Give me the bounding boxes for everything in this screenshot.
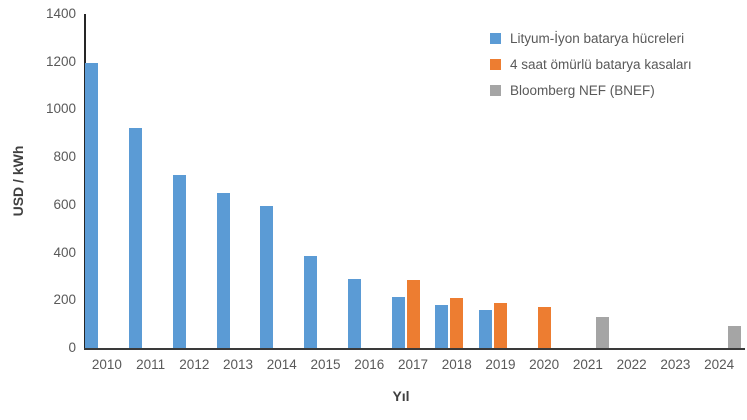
x-tick-label: 2022 — [616, 357, 647, 372]
x-axis-line — [84, 348, 745, 350]
x-tick-label: 2014 — [266, 357, 297, 372]
y-tick-label: 400 — [53, 244, 76, 260]
legend-item: 4 saat ömürlü batarya kasaları — [490, 56, 692, 72]
legend-label: 4 saat ömürlü batarya kasaları — [510, 56, 692, 72]
legend: Lityum-İyon batarya hücreleri 4 saat ömü… — [490, 30, 692, 98]
y-tick-label: 800 — [53, 149, 76, 165]
x-tick-label: 2020 — [529, 357, 560, 372]
legend-label: Bloomberg NEF (BNEF) — [510, 82, 655, 98]
y-tick-label: 600 — [53, 196, 76, 212]
x-tick-label: 2015 — [310, 357, 341, 372]
bar-2019-s0 — [478, 309, 492, 348]
bar-2024-s2 — [727, 326, 741, 348]
x-tick-label: 2017 — [397, 357, 429, 372]
x-tick-label: 2016 — [354, 357, 385, 372]
y-tick-label: 0 — [68, 340, 76, 355]
x-tick-label: 2021 — [572, 357, 603, 372]
x-tick-label: 2023 — [660, 357, 691, 372]
legend-swatch — [490, 84, 501, 96]
legend-item: Lityum-İyon batarya hücreleri — [490, 30, 692, 46]
bar-2017-s0 — [391, 296, 405, 348]
bar-2018-s0 — [435, 305, 449, 348]
y-tick-label: 200 — [53, 292, 76, 308]
x-tick-label: 2019 — [485, 357, 516, 372]
legend-label: Lityum-İyon batarya hücreleri — [510, 30, 685, 46]
bar-2012-s0 — [172, 175, 186, 348]
bar-2013-s0 — [216, 193, 230, 348]
legend-item: Bloomberg NEF (BNEF) — [490, 82, 692, 98]
bar-2015-s0 — [304, 256, 318, 348]
y-tick-label: 1000 — [45, 101, 76, 117]
bar-2011-s0 — [129, 127, 143, 348]
bar-2016-s0 — [347, 278, 361, 348]
bar-2021-s2 — [596, 316, 610, 348]
bar-2017-s1 — [406, 280, 420, 348]
legend-swatch — [490, 58, 501, 70]
x-tick-label: 2010 — [91, 357, 122, 372]
x-tick-label: 2011 — [136, 357, 166, 372]
y-tick-label: 1400 — [45, 6, 76, 21]
legend-swatch — [490, 32, 501, 44]
x-tick-label: 2013 — [223, 357, 254, 372]
x-tick-label: 2012 — [179, 357, 210, 372]
bar-2014-s0 — [260, 205, 274, 348]
bar-2018-s1 — [450, 297, 464, 348]
y-tick-label: 1200 — [45, 53, 76, 69]
y-axis-line — [84, 14, 86, 348]
x-tick-label: 2018 — [441, 357, 472, 372]
x-tick-label: 2024 — [704, 357, 735, 372]
bar-2010-s0 — [85, 62, 99, 348]
bar-2020-s1 — [537, 306, 551, 348]
x-axis-title: Yıl — [392, 388, 410, 404]
bar-2019-s1 — [493, 303, 507, 348]
